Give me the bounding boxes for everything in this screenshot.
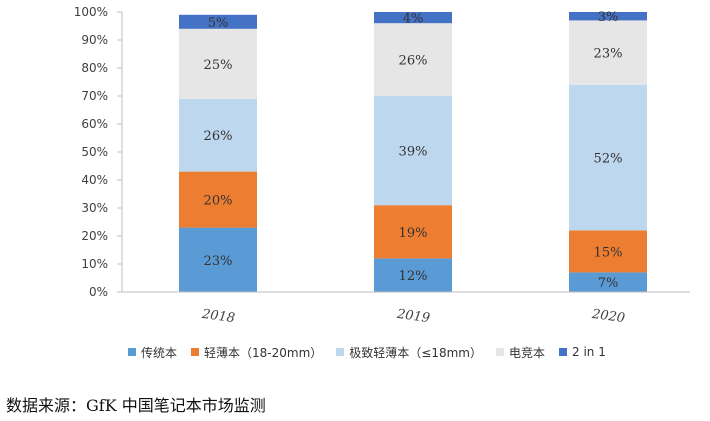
y-tick-label: 70% — [81, 89, 108, 103]
legend-swatch — [495, 348, 504, 356]
data-label: 26% — [204, 129, 233, 144]
bar-segment — [179, 98, 257, 172]
bar-segment — [374, 205, 452, 259]
data-label: 23% — [204, 254, 233, 269]
data-label: 23% — [594, 47, 623, 62]
legend-label: 电竞本 — [508, 345, 545, 360]
bars — [179, 12, 647, 292]
legend-label: 传统本 — [141, 345, 178, 360]
bar-segment — [179, 227, 257, 292]
legend-swatch — [336, 348, 345, 356]
data-label: 4% — [403, 12, 424, 27]
data-label: 7% — [598, 276, 619, 291]
legend-item: 极致轻薄本（≤18mm） — [336, 344, 482, 361]
y-tick-label: 40% — [81, 173, 108, 187]
bar-segment — [569, 20, 647, 85]
data-label: 25% — [204, 58, 233, 73]
data-labels: 23% 20% 26% 25% 5% 12% 19% 39% 26% 4% 7% 15% 52% 23% 3… — [204, 10, 623, 291]
data-label: 19% — [399, 226, 428, 241]
bar-segment — [179, 28, 257, 99]
legend-label: 轻薄本（18-20mm） — [204, 345, 323, 360]
bar-segment — [569, 272, 647, 292]
bar-segment — [179, 14, 257, 29]
data-label: 12% — [399, 269, 428, 284]
y-tick-label: 60% — [81, 117, 108, 131]
y-tick-label: 50% — [81, 145, 108, 159]
data-label: 39% — [399, 145, 428, 160]
legend-item: 轻薄本（18-20mm） — [191, 344, 322, 361]
y-tick-label: 30% — [81, 201, 108, 215]
y-axis: 0% 10% 20% 30% 40% 50% 60% 70% 80% 90% 100% — [74, 5, 123, 299]
legend-swatch — [191, 348, 200, 356]
data-label: 20% — [204, 194, 233, 209]
legend-swatch — [559, 348, 567, 356]
y-tick-label: 100% — [74, 5, 108, 19]
data-label: 3% — [598, 10, 619, 25]
legend-swatch — [128, 348, 136, 356]
data-label: 15% — [594, 245, 623, 260]
bar-segment — [569, 84, 647, 231]
bar-segment — [569, 230, 647, 273]
bar-segment — [374, 258, 452, 292]
y-tick-label: 80% — [81, 61, 108, 75]
bar-segment — [374, 96, 452, 206]
x-tick-label: 2018 — [200, 307, 236, 327]
bar-segment — [179, 171, 257, 228]
y-tick-label: 20% — [81, 229, 108, 243]
bar-segment — [374, 23, 452, 97]
bar-segment — [569, 12, 647, 21]
legend-label: 极致轻薄本（≤18mm） — [349, 345, 482, 360]
legend-item: 2 in 1 — [559, 345, 606, 359]
y-tick-label: 10% — [81, 257, 108, 271]
x-tick-label: 2020 — [590, 307, 626, 327]
x-axis: 2018 2019 2020 — [122, 291, 690, 327]
y-tick-label: 0% — [89, 285, 108, 299]
bar-segment — [374, 12, 452, 24]
legend-item: 传统本 — [128, 344, 177, 361]
legend: 传统本 轻薄本（18-20mm） 极致轻薄本（≤18mm） 电竞本 2 in 1 — [128, 342, 620, 362]
legend-label: 2 in 1 — [572, 345, 606, 359]
data-label: 52% — [594, 152, 623, 167]
source-caption: 数据来源：GfK 中国笔记本市场监测 — [6, 396, 266, 415]
x-tick-label: 2019 — [395, 307, 431, 327]
legend-item: 电竞本 — [495, 344, 545, 361]
data-label: 5% — [208, 16, 229, 31]
data-label: 26% — [399, 54, 428, 69]
y-tick-label: 90% — [81, 33, 108, 47]
